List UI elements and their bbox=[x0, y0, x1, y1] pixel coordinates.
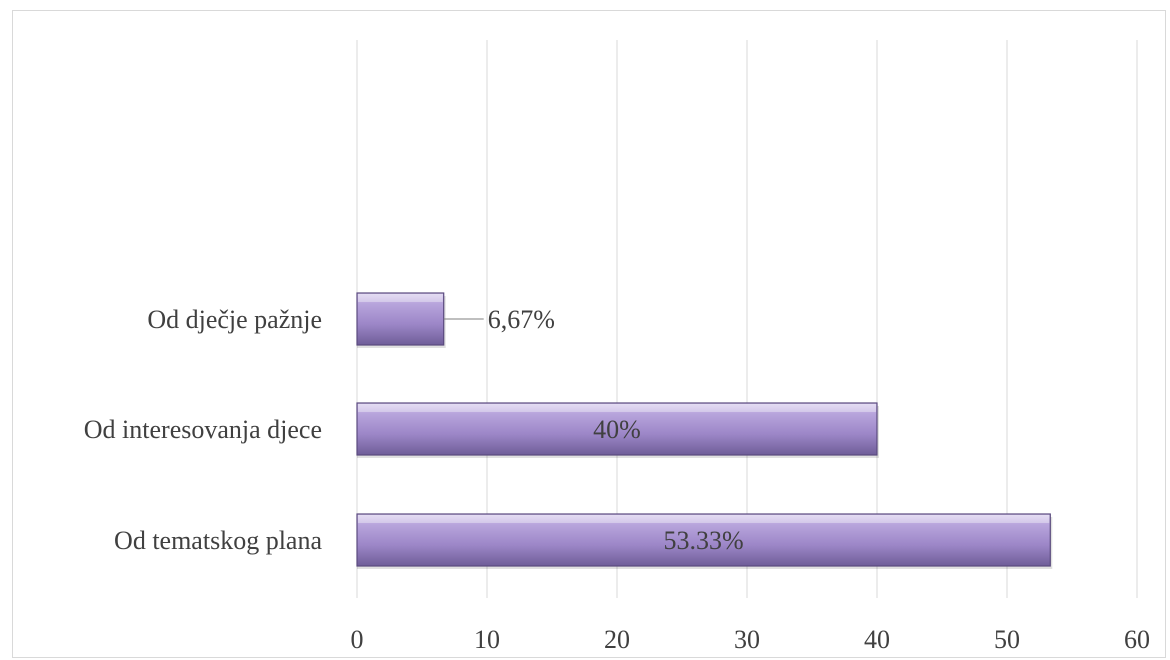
bar bbox=[356, 513, 1051, 567]
bar bbox=[356, 292, 445, 346]
x-tick-label: 60 bbox=[1124, 625, 1150, 654]
x-tick-label: 40 bbox=[864, 625, 890, 654]
data-labels: 6,67% 40% 53.33% bbox=[443, 305, 744, 555]
category-label: Od tematskog plana bbox=[114, 526, 322, 555]
data-label: 6,67% bbox=[488, 305, 555, 334]
bar-highlight bbox=[358, 515, 1050, 523]
category-label: Od interesovanja djece bbox=[84, 415, 322, 444]
bars bbox=[356, 292, 1053, 569]
data-label: 53.33% bbox=[664, 526, 744, 555]
x-tick-labels: 0 10 20 30 40 50 60 bbox=[351, 625, 1151, 654]
bar-highlight bbox=[358, 294, 443, 302]
bar bbox=[356, 402, 878, 456]
x-tick-label: 10 bbox=[474, 625, 500, 654]
x-tick-label: 50 bbox=[994, 625, 1020, 654]
data-label: 40% bbox=[593, 415, 641, 444]
x-tick-label: 20 bbox=[604, 625, 630, 654]
category-labels: Od dječje pažnje Od interesovanja djece Od… bbox=[84, 305, 323, 555]
category-label: Od dječje pažnje bbox=[147, 305, 322, 334]
x-tick-label: 0 bbox=[351, 625, 364, 654]
x-tick-label: 30 bbox=[734, 625, 760, 654]
bar-highlight bbox=[358, 404, 876, 412]
gridlines bbox=[356, 40, 1138, 598]
